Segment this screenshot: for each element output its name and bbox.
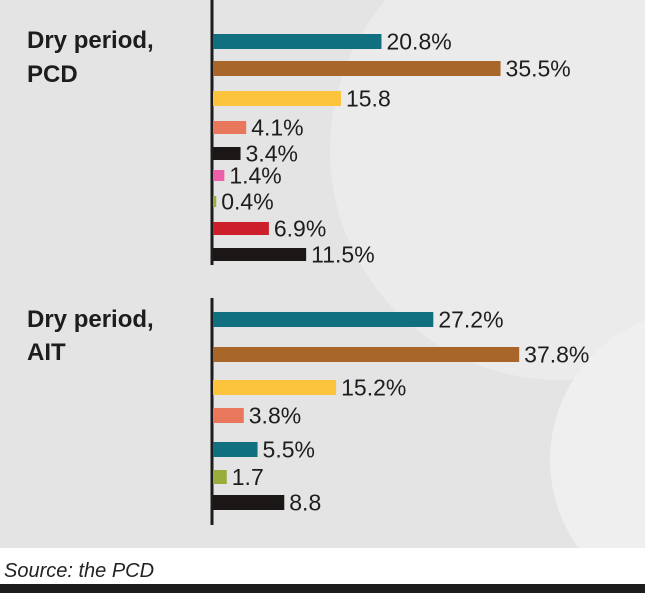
- bar: [213, 380, 337, 395]
- bar: [213, 312, 434, 327]
- bar: [213, 61, 501, 76]
- data-label: 37.8%: [524, 342, 589, 368]
- bottom-rule: [0, 584, 645, 593]
- data-label: 1.7: [232, 464, 264, 490]
- group-ait: Dry period, AIT 27.2% 37.8% 15.2% 3.8% 5.5%1.7…: [27, 298, 589, 525]
- bar: [213, 408, 244, 423]
- bar: [213, 196, 217, 207]
- data-label: 15.2%: [341, 375, 406, 401]
- data-label: 5.5%: [263, 437, 315, 463]
- bar: [213, 470, 227, 484]
- data-label: 1.4%: [229, 163, 281, 189]
- bar: [213, 121, 247, 134]
- bar: [213, 495, 285, 510]
- group-title-line: PCD: [27, 61, 78, 88]
- group-title-line: Dry period,: [27, 27, 154, 54]
- background-decoration: [330, 0, 645, 548]
- group-title-line: AIT: [27, 339, 66, 366]
- data-label: 6.9%: [274, 216, 326, 242]
- bar: [213, 248, 307, 261]
- bar: [213, 347, 520, 362]
- data-label: 20.8%: [386, 29, 451, 55]
- data-label: 3.8%: [249, 403, 301, 429]
- data-label: 8.8: [289, 490, 321, 516]
- data-label: 4.1%: [251, 115, 303, 141]
- group-pcd: Dry period, PCD 20.8% 35.5% 15.8 4.1%3.4%1.4%…: [27, 0, 571, 268]
- source-note: Source: the PCD: [4, 560, 155, 582]
- data-label: 35.5%: [506, 56, 571, 82]
- data-label: 11.5%: [311, 242, 375, 268]
- data-label: 15.8: [346, 86, 391, 112]
- bar-chart: Dry period, PCD 20.8% 35.5% 15.8 4.1%3.4%1.4%…: [27, 0, 645, 548]
- data-label: 0.4%: [221, 189, 273, 215]
- bar: [213, 170, 225, 181]
- data-label: 3.4%: [246, 141, 298, 167]
- bar: [213, 442, 258, 457]
- bar: [213, 222, 269, 235]
- group-title-line: Dry period,: [27, 306, 154, 333]
- bar: [213, 91, 341, 106]
- bar: [213, 147, 241, 160]
- bar: [213, 34, 382, 49]
- data-label: 27.2%: [438, 307, 503, 333]
- chart-panel: Dry period, PCD 20.8% 35.5% 15.8 4.1% 3.4% 1.4%…: [0, 0, 645, 548]
